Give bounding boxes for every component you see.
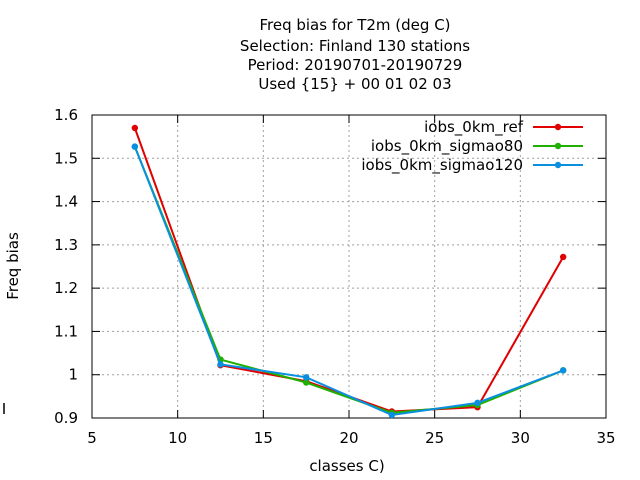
x-axis-label: classes C): [309, 457, 384, 475]
grid-lines: [92, 115, 606, 418]
x-tick-label: 20: [339, 429, 358, 447]
legend-label: iobs_0km_ref: [424, 118, 524, 137]
legend-swatch-marker: [554, 123, 562, 131]
data-point-iobs_0km_sigmao120: [302, 374, 310, 381]
x-tick-label: 35: [596, 429, 615, 447]
legend-label: iobs_0km_sigmao120: [361, 156, 523, 175]
data-point-iobs_0km_sigmao120: [131, 143, 139, 150]
y-tick-label: 1: [68, 366, 78, 384]
legend-label: iobs_0km_sigmao80: [371, 137, 523, 156]
legend: iobs_0km_refiobs_0km_sigmao80iobs_0km_si…: [361, 118, 583, 175]
y-tick-label: 1.1: [54, 322, 78, 340]
data-point-iobs_0km_sigmao120: [559, 367, 567, 374]
chart-title-line-1: Freq bias for T2m (deg C): [259, 16, 451, 34]
series-line-iobs_0km_sigmao80: [133, 146, 564, 414]
y-tick-label: 1.2: [54, 279, 78, 297]
y-tick-label: 1.4: [54, 193, 78, 211]
legend-swatch-marker: [554, 142, 562, 150]
axis-ticks: 5 10 15 20 25 30 35 0.9 1 1.1 1.2 1.3 1.4 1.5 1.6: [3, 106, 616, 447]
data-point-iobs_0km_sigmao120: [217, 361, 224, 368]
x-tick-label: 25: [425, 429, 444, 447]
data-point-iobs_0km_sigmao80: [302, 379, 310, 386]
y-tick-label: 1.3: [54, 236, 78, 254]
x-tick-label: 5: [87, 429, 97, 447]
data-point-iobs_0km_ref: [131, 124, 139, 132]
x-tick-label: 10: [168, 429, 187, 447]
y-tick-label: 1.5: [54, 149, 78, 167]
x-tick-label: 15: [254, 429, 273, 447]
x-tick-label: 30: [511, 429, 530, 447]
series-line-iobs_0km_sigmao120: [133, 146, 564, 417]
chart-title-line-3: Period: 20190701-20190729: [247, 56, 463, 74]
series-group: [131, 124, 567, 419]
y-tick-label: 0.9: [54, 409, 78, 427]
chart-title-line-4: Used {15} + 00 01 02 03: [258, 75, 452, 93]
y-tick-label: 1.6: [54, 106, 78, 124]
data-point-iobs_0km_sigmao120: [474, 399, 481, 407]
y-axis-label: Freq bias: [4, 232, 22, 300]
data-point-iobs_0km_sigmao120: [388, 411, 396, 419]
legend-swatch-marker: [554, 161, 562, 169]
chart-title-line-2: Selection: Finland 130 stations: [239, 37, 471, 55]
data-point-iobs_0km_ref: [559, 253, 567, 261]
